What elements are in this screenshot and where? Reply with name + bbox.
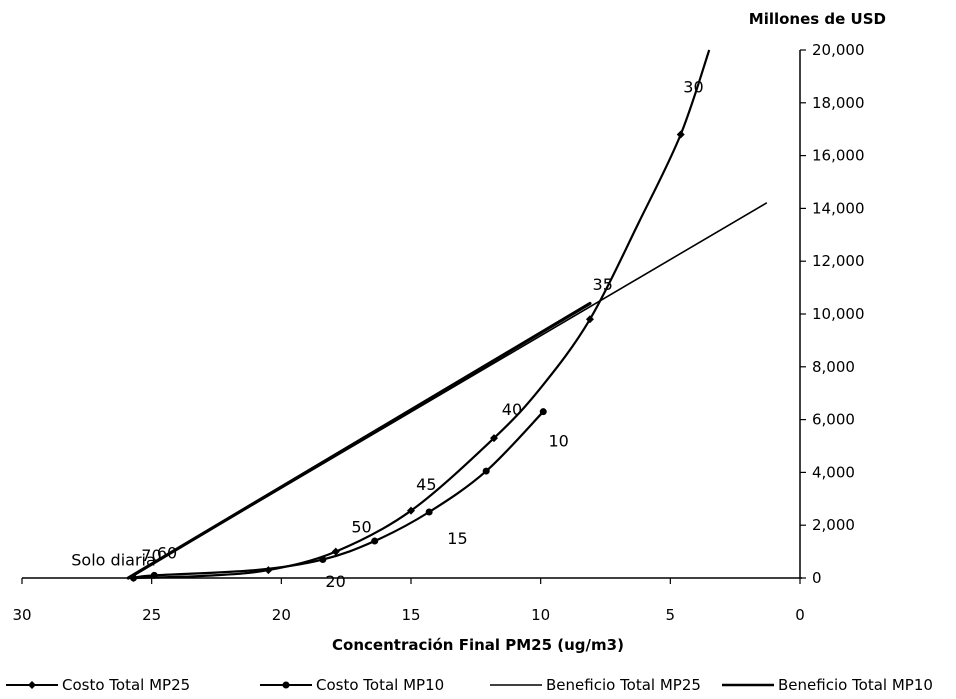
- data-point: [482, 467, 490, 475]
- y-tick-label: 2,000: [812, 516, 855, 534]
- series-1: [129, 49, 711, 582]
- data-point: [150, 571, 158, 579]
- y-tick-label: 0: [812, 569, 822, 587]
- data-point: [319, 556, 327, 564]
- series-4: [126, 301, 592, 580]
- y-tick-label: 20,000: [812, 41, 865, 59]
- annotation-label: 45: [416, 475, 436, 494]
- annotation-label: 30: [683, 78, 703, 97]
- data-point: [407, 506, 415, 515]
- axes: 30 25 20 15 10 5 002,0004,0006,0008,00010,0001…: [12, 41, 864, 624]
- y-tick-label: 10,000: [812, 305, 865, 323]
- legend-label: Costo Total MP25: [62, 676, 190, 694]
- annotation-label: 50: [351, 518, 371, 537]
- x-tick-label: 0: [795, 606, 805, 624]
- annotation-label: 15: [447, 529, 467, 548]
- data-point: [489, 434, 498, 443]
- legend-item: Costo Total MP25: [6, 676, 190, 694]
- annotation-label: 35: [593, 275, 613, 294]
- data-point: [331, 547, 340, 556]
- x-tick-label: 10: [531, 606, 550, 624]
- legend-label: Beneficio Total MP10: [778, 676, 933, 694]
- legend-item: Beneficio Total MP10: [722, 676, 933, 694]
- x-tick-label: 30: [12, 606, 31, 624]
- legend-label: Costo Total MP10: [316, 676, 444, 694]
- series-line: [126, 301, 592, 580]
- y-tick-label: 18,000: [812, 94, 865, 112]
- series-curve: [133, 410, 545, 580]
- series-curve: [133, 49, 711, 580]
- annotation-label: 10: [548, 432, 568, 451]
- y-tick-label: 6,000: [812, 411, 855, 429]
- annotation-label: 20: [325, 572, 345, 591]
- x-axis-title: Concentración Final PM25 (ug/m3): [332, 636, 624, 654]
- legend: Costo Total MP25 Costo Total MP10 Benefici…: [6, 676, 933, 694]
- y-tick-label: 8,000: [812, 358, 855, 376]
- data-point: [371, 537, 379, 545]
- legend-item: Beneficio Total MP25: [490, 676, 701, 694]
- legend-item: Costo Total MP10: [260, 676, 444, 694]
- data-point: [676, 130, 685, 139]
- legend-label: Beneficio Total MP25: [546, 676, 701, 694]
- y-tick-label: 12,000: [812, 252, 865, 270]
- x-tick-label: 5: [666, 606, 676, 624]
- data-point: [425, 508, 433, 516]
- annotation-label: 70: [141, 546, 161, 565]
- data-point: [539, 408, 547, 416]
- y-axis-title: Millones de USD: [749, 10, 886, 28]
- annotation-label: 40: [502, 400, 522, 419]
- x-tick-label: 20: [272, 606, 291, 624]
- annotation-label: Solo diaria: [71, 550, 156, 569]
- y-tick-label: 4,000: [812, 463, 855, 481]
- legend-marker: [282, 681, 290, 689]
- x-tick-label: 15: [401, 606, 420, 624]
- series-layer: [126, 49, 768, 582]
- y-tick-label: 14,000: [812, 199, 865, 217]
- x-tick-label: 25: [142, 606, 161, 624]
- y-tick-label: 16,000: [812, 147, 865, 165]
- annotation-label: 60: [157, 543, 177, 562]
- data-point: [585, 315, 594, 324]
- legend-marker: [28, 681, 36, 689]
- series-2: [130, 408, 547, 582]
